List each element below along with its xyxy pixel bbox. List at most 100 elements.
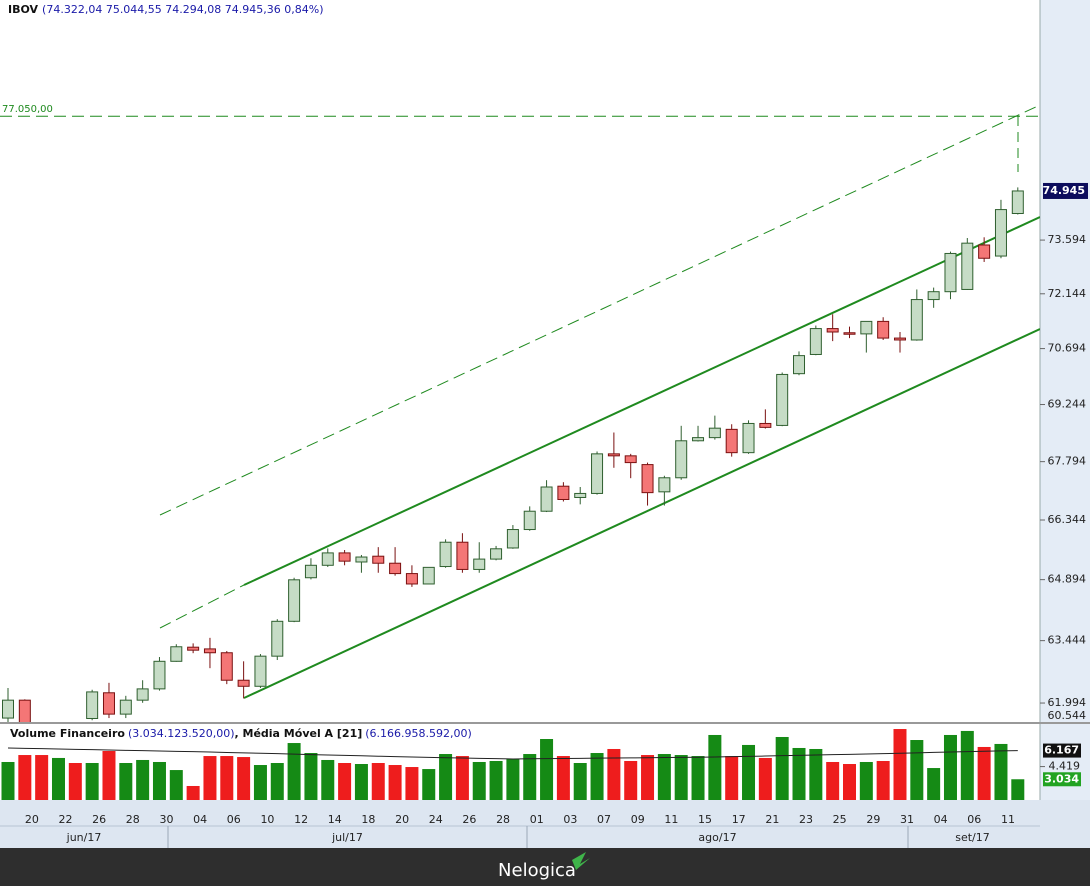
volume-bar [186, 785, 200, 800]
x-tick-label: 01 [530, 813, 544, 826]
volume-bar [220, 756, 234, 800]
candle-body [742, 422, 755, 454]
volume-bar [843, 764, 856, 800]
candle-body [53, 742, 64, 751]
volume-bar [927, 768, 941, 800]
volume-bar [590, 753, 604, 800]
volume-bar [607, 748, 621, 800]
x-tick-label: 11 [1001, 813, 1015, 826]
volume-bar [792, 747, 806, 800]
candle-body [994, 209, 1007, 257]
candle-body [456, 541, 469, 570]
candle-body [473, 558, 486, 570]
candle-body [372, 555, 385, 564]
volume-bar [455, 756, 469, 800]
volume-bar [775, 736, 789, 800]
candle-body [809, 328, 822, 355]
price-plot [0, 115, 1040, 751]
title-row: IBOV (74.322,04 75.044,55 74.294,08 74.94… [8, 3, 324, 16]
month-label: jun/17 [66, 831, 102, 844]
volume-bar [371, 763, 385, 800]
candle-body [102, 692, 115, 715]
volume-bar [573, 763, 587, 800]
y-tick-label: 60.544 [1048, 709, 1087, 722]
y-tick-label: 67.794 [1048, 455, 1087, 468]
x-tick-label: 21 [765, 813, 779, 826]
y-tick-label: 69.244 [1048, 398, 1087, 411]
volume-bar [203, 756, 217, 800]
subtitle: (74.322,04 75.044,55 74.294,08 74.945,36… [42, 3, 323, 16]
x-tick-label: 26 [92, 813, 106, 826]
volume-bar [826, 761, 840, 800]
candle-body [658, 477, 671, 493]
candle-body [86, 691, 99, 719]
volume-bar [674, 755, 688, 800]
volume-bar [893, 729, 907, 800]
moving-average [7, 747, 1018, 760]
x-tick-label: 31 [900, 813, 914, 826]
last-price-badge [1043, 182, 1088, 199]
volume-bar [489, 760, 503, 800]
volume-bar [18, 755, 32, 800]
candle-body [288, 579, 301, 622]
volume-title: Volume Financeiro [10, 727, 125, 740]
volume-bar [439, 754, 453, 800]
volume-badge [1043, 743, 1081, 758]
y-tick-label: 61.994 [1048, 696, 1087, 709]
candle-body [203, 648, 216, 654]
x-tick-label: 15 [698, 813, 712, 826]
logo-mark [572, 852, 590, 870]
candle-body [304, 564, 317, 579]
volume-bar [1011, 779, 1025, 800]
candle-body [877, 320, 890, 339]
volume-bar [691, 756, 705, 800]
candle-body [422, 566, 435, 585]
dashed-channel [159, 584, 245, 629]
candle-body [70, 742, 81, 746]
y-tick-label: 70.694 [1048, 342, 1087, 355]
candle-body [405, 573, 418, 585]
candle-body [506, 529, 519, 549]
volume-badge [1043, 772, 1081, 787]
candle-body [18, 699, 31, 722]
volume-bar [725, 756, 739, 800]
candle-body [136, 688, 149, 701]
volume-bar [68, 763, 82, 800]
volume-badge-label: 3.034 [1044, 772, 1079, 785]
candle-body [591, 453, 604, 494]
candle-body [389, 562, 402, 575]
candle-body [490, 548, 503, 560]
candle-body [237, 679, 250, 687]
candle-body [119, 699, 132, 715]
candle-body [961, 242, 974, 290]
candle-body [692, 437, 705, 442]
month-label: jul/17 [331, 831, 363, 844]
x-tick-label: 12 [294, 813, 308, 826]
x-tick-label: 25 [833, 813, 847, 826]
candle-body [860, 320, 873, 335]
x-tick-label: 17 [732, 813, 746, 826]
x-tick-label: 29 [866, 813, 880, 826]
logo [572, 852, 590, 870]
x-tick-label: 11 [664, 813, 678, 826]
volume-bar [287, 743, 301, 800]
x-tick-label: 06 [967, 813, 981, 826]
volume-bar [338, 763, 352, 800]
candle-body [641, 464, 654, 494]
volume-bar [708, 734, 722, 800]
annotation-label: 77.050,00 [2, 104, 53, 115]
volume-bar [624, 760, 638, 800]
volume-bar [51, 757, 65, 800]
volume-bar [472, 761, 486, 800]
x-tick-label: 09 [631, 813, 645, 826]
volume-title-row: Volume Financeiro (3.034.123.520,00), Méd… [10, 727, 472, 740]
candle-body [843, 332, 856, 335]
volume-bar [876, 760, 890, 800]
y-tick-label: 73.594 [1048, 233, 1087, 246]
candle-body [826, 328, 839, 333]
candle-body [2, 699, 14, 719]
volume-bar [304, 753, 318, 800]
last-price-label: 74.945 [1043, 184, 1085, 197]
volume-value: (3.034.123.520,00) [128, 727, 235, 740]
volume-bar [1, 761, 15, 800]
